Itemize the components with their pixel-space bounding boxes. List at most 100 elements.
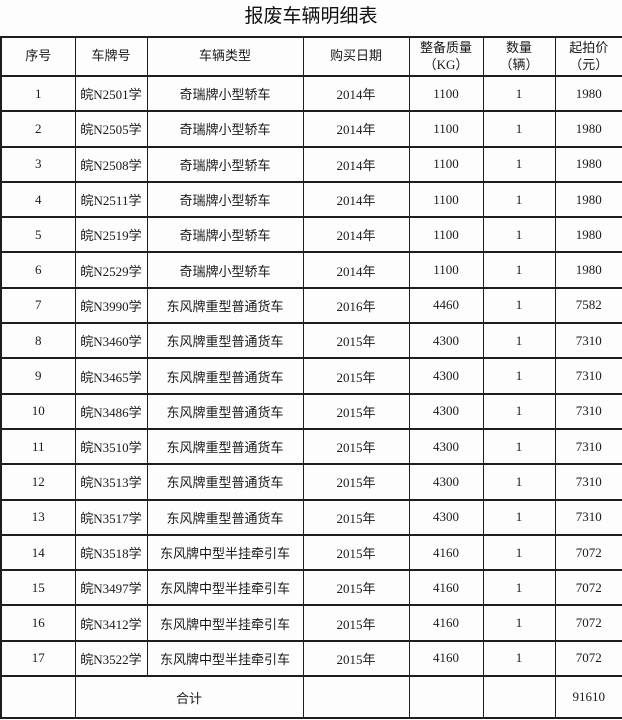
cell-purchase-date: 2015年 — [302, 322, 410, 360]
cell-plate-number: 皖N3412学 — [74, 604, 148, 642]
cell-plate-number: 皖N3522学 — [74, 639, 148, 678]
cell-starting-price: 7072 — [554, 533, 622, 572]
cell-plate-number: 皖N3517学 — [74, 498, 148, 536]
cell-vehicle-type: 东风牌重型普通货车 — [146, 498, 304, 536]
cell-serial: 12 — [0, 463, 76, 501]
table-row: 6 皖N2529学 奇瑞牌小型轿车 2014年 1100 1 1980 — [0, 251, 622, 289]
cell-curb-weight: 1100 — [408, 180, 484, 219]
cell-curb-weight: 1100 — [408, 145, 484, 183]
cell-starting-price: 7310 — [554, 427, 622, 466]
cell-plate-number: 皖N3486学 — [74, 392, 148, 430]
table-row: 14 皖N3518学 东风牌中型半挂牵引车 2015年 4160 1 7072 — [0, 533, 622, 572]
cell-plate-number: 皖N2508学 — [74, 145, 148, 183]
page-title: 报废车辆明细表 — [244, 6, 378, 27]
cell-quantity: 1 — [482, 286, 556, 325]
cell-purchase-date: 2014年 — [302, 251, 410, 289]
cell-quantity: 1 — [482, 639, 556, 678]
cell-vehicle-type: 东风牌重型普通货车 — [146, 392, 304, 430]
cell-quantity: 1 — [482, 392, 556, 430]
table-row: 11 皖N3510学 东风牌重型普通货车 2015年 4300 1 7310 — [0, 427, 622, 466]
cell-serial: 7 — [0, 286, 76, 325]
col-header-vehicle-type: 车辆类型 — [146, 36, 304, 77]
cell-starting-price: 1980 — [554, 251, 622, 289]
cell-starting-price: 1980 — [554, 110, 622, 148]
cell-purchase-date: 2014年 — [302, 216, 410, 254]
cell-vehicle-type: 东风牌重型普通货车 — [146, 322, 304, 360]
table-row: 16 皖N3412学 东风牌中型半挂牵引车 2015年 4160 1 7072 — [0, 604, 622, 642]
cell-purchase-date: 2015年 — [302, 639, 410, 678]
cell-vehicle-type: 奇瑞牌小型轿车 — [146, 74, 304, 113]
cell-starting-price: 1980 — [554, 74, 622, 113]
cell-quantity: 1 — [482, 251, 556, 289]
total-price-cell: 91610 — [554, 675, 622, 720]
cell-vehicle-type: 东风牌重型普通货车 — [146, 286, 304, 325]
cell-vehicle-type: 东风牌重型普通货车 — [146, 427, 304, 466]
cell-vehicle-type: 东风牌重型普通货车 — [146, 357, 304, 395]
cell-starting-price: 1980 — [554, 216, 622, 254]
cell-starting-price: 7582 — [554, 286, 622, 325]
cell-plate-number: 皖N3465学 — [74, 357, 148, 395]
cell-starting-price: 7310 — [554, 463, 622, 501]
total-row: 合计 91610 — [0, 675, 622, 720]
cell-serial: 16 — [0, 604, 76, 642]
cell-starting-price: 1980 — [554, 145, 622, 183]
cell-vehicle-type: 奇瑞牌小型轿车 — [146, 110, 304, 148]
cell-starting-price: 1980 — [554, 180, 622, 219]
col-header-curb-weight: 整备质量 （KG） — [408, 36, 484, 77]
cell-purchase-date: 2015年 — [302, 427, 410, 466]
cell-purchase-date: 2014年 — [302, 145, 410, 183]
cell-quantity: 1 — [482, 498, 556, 536]
cell-starting-price: 7310 — [554, 357, 622, 395]
cell-serial: 13 — [0, 498, 76, 536]
cell-purchase-date: 2015年 — [302, 357, 410, 395]
cell-quantity: 1 — [482, 533, 556, 572]
cell-quantity: 1 — [482, 110, 556, 148]
cell-curb-weight: 4300 — [408, 392, 484, 430]
cell-starting-price: 7072 — [554, 569, 622, 607]
cell-curb-weight: 4460 — [408, 286, 484, 325]
total-serial-cell — [0, 675, 76, 720]
col-header-sublabel: （元） — [569, 56, 609, 72]
cell-vehicle-type: 东风牌中型半挂牵引车 — [146, 569, 304, 607]
table-row: 9 皖N3465学 东风牌重型普通货车 2015年 4300 1 7310 — [0, 357, 622, 395]
scrap-vehicle-table: 序号 车牌号 车辆类型 购买日期 整备质量 （KG） — [0, 36, 622, 720]
cell-starting-price: 7072 — [554, 639, 622, 678]
cell-serial: 10 — [0, 392, 76, 430]
cell-quantity: 1 — [482, 180, 556, 219]
col-header-starting-price: 起拍价 （元） — [554, 36, 622, 77]
table-row: 10 皖N3486学 东风牌重型普通货车 2015年 4300 1 7310 — [0, 392, 622, 430]
cell-purchase-date: 2015年 — [302, 498, 410, 536]
cell-curb-weight: 4160 — [408, 533, 484, 572]
cell-purchase-date: 2014年 — [302, 74, 410, 113]
total-weight-cell — [408, 675, 484, 720]
cell-vehicle-type: 东风牌中型半挂牵引车 — [146, 639, 304, 678]
cell-plate-number: 皖N3990学 — [74, 286, 148, 325]
cell-vehicle-type: 东风牌中型半挂牵引车 — [146, 604, 304, 642]
col-header-purchase-date: 购买日期 — [302, 36, 410, 77]
cell-serial: 17 — [0, 639, 76, 678]
cell-curb-weight: 4160 — [408, 569, 484, 607]
cell-quantity: 1 — [482, 216, 556, 254]
table-row: 12 皖N3513学 东风牌重型普通货车 2015年 4300 1 7310 — [0, 463, 622, 501]
cell-curb-weight: 4300 — [408, 357, 484, 395]
cell-serial: 2 — [0, 110, 76, 148]
col-header-sublabel: （KG） — [423, 56, 469, 72]
table-row: 8 皖N3460学 东风牌重型普通货车 2015年 4300 1 7310 — [0, 322, 622, 360]
col-header-label: 购买日期 — [329, 48, 382, 64]
cell-plate-number: 皖N3497学 — [74, 569, 148, 607]
col-header-label: 整备质量 — [419, 40, 472, 56]
cell-vehicle-type: 奇瑞牌小型轿车 — [146, 180, 304, 219]
cell-curb-weight: 4300 — [408, 498, 484, 536]
cell-quantity: 1 — [482, 145, 556, 183]
table-row: 15 皖N3497学 东风牌中型半挂牵引车 2015年 4160 1 7072 — [0, 569, 622, 607]
cell-quantity: 1 — [482, 569, 556, 607]
table-row: 17 皖N3522学 东风牌中型半挂牵引车 2015年 4160 1 7072 — [0, 639, 622, 678]
cell-plate-number: 皖N2511学 — [74, 180, 148, 219]
cell-quantity: 1 — [482, 463, 556, 501]
col-header-plate: 车牌号 — [74, 36, 148, 77]
cell-curb-weight: 1100 — [408, 251, 484, 289]
cell-quantity: 1 — [482, 427, 556, 466]
cell-vehicle-type: 奇瑞牌小型轿车 — [146, 251, 304, 289]
cell-serial: 11 — [0, 427, 76, 466]
cell-quantity: 1 — [482, 357, 556, 395]
